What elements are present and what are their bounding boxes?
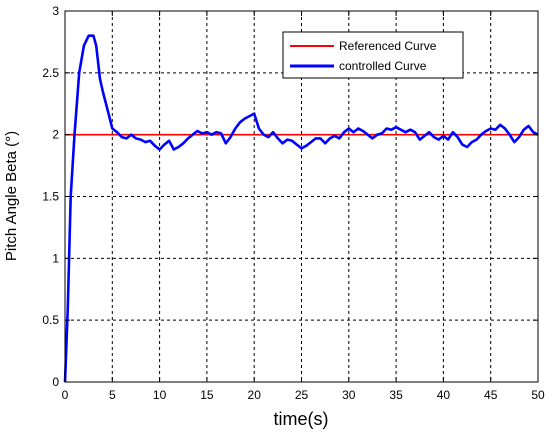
legend-label-controlled: controlled Curve [339, 59, 427, 73]
y-axis-label: Pitch Angle Beta (°) [3, 131, 20, 261]
y-tick-label: 1.5 [42, 190, 59, 204]
y-tick-label: 1 [52, 251, 59, 265]
x-tick-label: 35 [389, 388, 403, 402]
y-tick-label: 0.5 [42, 313, 59, 327]
series-layer [63, 34, 539, 383]
y-tick-label: 0 [52, 375, 59, 389]
series-line-controlled [63, 34, 539, 383]
y-tick-label: 3 [52, 4, 59, 18]
x-tick-label: 30 [342, 388, 356, 402]
legend-box [282, 31, 464, 79]
y-tick-label: 2 [52, 128, 59, 142]
x-tick-label: 10 [153, 388, 167, 402]
x-tick-label: 5 [109, 388, 116, 402]
x-tick-label: 25 [295, 388, 309, 402]
x-tick-label: 15 [200, 388, 214, 402]
legend-label-referenced: Referenced Curve [339, 39, 437, 53]
x-tick-label: 0 [62, 388, 69, 402]
x-tick-label: 40 [437, 388, 451, 402]
y-tick-label: 2.5 [42, 66, 59, 80]
x-tick-label: 45 [484, 388, 498, 402]
x-tick-label: 50 [531, 388, 545, 402]
legend: Referenced Curve controlled Curve [282, 31, 464, 79]
x-axis-label: time(s) [274, 409, 329, 429]
ticks: 0 5 10 15 20 25 30 35 40 45 50 0 0.5 1 1.5 2 2.5 3 [42, 4, 545, 402]
x-tick-label: 20 [248, 388, 262, 402]
